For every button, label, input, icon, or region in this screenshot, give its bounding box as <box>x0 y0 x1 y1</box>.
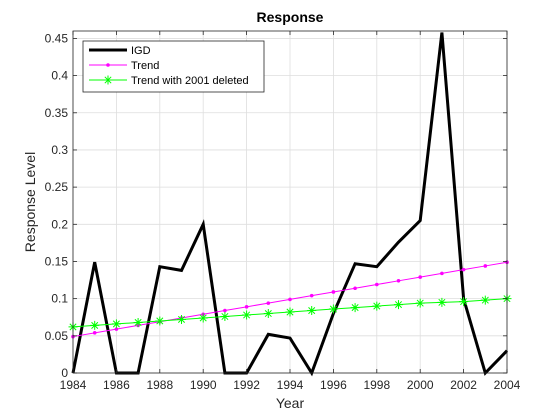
legend-marker <box>106 63 110 67</box>
y-axis-label: Response Level <box>22 152 38 252</box>
series-trend <box>71 260 509 339</box>
data-point <box>309 293 314 298</box>
legend-label: Trend <box>131 60 159 72</box>
y-tick-label: 0.3 <box>51 143 68 157</box>
y-tick-label: 0.35 <box>45 106 69 120</box>
x-tick-label: 1990 <box>190 378 217 392</box>
x-tick-label: 1986 <box>103 378 130 392</box>
series-layer <box>68 32 512 377</box>
data-point <box>133 317 143 327</box>
y-tick-label: 0.4 <box>51 69 68 83</box>
data-point <box>263 309 273 319</box>
legend-marker <box>103 75 113 85</box>
data-point <box>288 297 292 302</box>
data-point <box>480 295 490 305</box>
data-point <box>244 305 249 309</box>
data-point <box>114 327 119 331</box>
data-point <box>155 316 165 326</box>
legend-label: Trend with 2001 deleted <box>131 75 249 87</box>
legend-item-igd: IGD <box>89 45 151 57</box>
x-tick-label: 2000 <box>407 378 434 392</box>
data-point <box>461 267 466 272</box>
data-point <box>266 301 271 305</box>
x-tick-label: 1996 <box>320 378 347 392</box>
data-point <box>92 331 97 335</box>
data-point <box>198 313 208 323</box>
legend: IGD Trend Trend with 2001 deleted <box>82 40 265 93</box>
x-axis-label: Year <box>276 395 305 411</box>
x-tick-label: 1984 <box>60 378 87 392</box>
data-point <box>440 271 444 276</box>
x-tick-label: 1998 <box>363 378 390 392</box>
x-tick-label: 1994 <box>277 378 304 392</box>
data-point <box>418 275 423 279</box>
series-line-igd <box>71 32 509 377</box>
y-tick-label: 0.25 <box>45 180 69 194</box>
y-tick-label: 0.2 <box>51 217 68 231</box>
data-point <box>353 286 357 291</box>
data-point <box>350 303 360 313</box>
ticks: 1984 1986 1988 1990 1992 1994 1996 1998 2000 2002… <box>45 31 521 392</box>
y-tick-label: 0.45 <box>45 31 69 45</box>
y-tick-label: 0.1 <box>51 292 68 306</box>
y-tick-label: 0.15 <box>45 254 69 268</box>
chart-title: Response <box>257 9 324 25</box>
series-trend-with-2001-deleted <box>68 294 512 332</box>
x-tick-label: 2002 <box>450 378 477 392</box>
data-point <box>285 307 295 317</box>
legend-label: IGD <box>131 45 151 57</box>
data-point <box>375 282 379 287</box>
series-igd <box>71 32 509 377</box>
data-point <box>394 300 403 310</box>
data-point <box>483 264 488 268</box>
data-point <box>307 306 317 316</box>
data-point <box>372 301 382 311</box>
data-point <box>220 311 230 321</box>
data-point <box>415 298 425 308</box>
data-point <box>459 297 469 307</box>
data-point <box>111 319 121 329</box>
data-point <box>90 320 100 330</box>
data-point <box>223 308 227 313</box>
data-point <box>437 297 447 307</box>
data-point <box>242 310 252 320</box>
y-tick-label: 0.05 <box>45 329 69 343</box>
legend-item-trend: Trend <box>89 60 159 72</box>
x-tick-label: 2004 <box>494 378 521 392</box>
x-tick-label: 1992 <box>233 378 260 392</box>
data-point <box>328 304 338 314</box>
legend-item-trend-with-2001-deleted: Trend with 2001 deleted <box>89 75 249 87</box>
data-point <box>396 279 401 283</box>
y-tick-label: 0 <box>61 366 68 380</box>
data-point <box>177 314 186 324</box>
data-point <box>331 290 336 294</box>
x-tick-label: 1988 <box>146 378 173 392</box>
